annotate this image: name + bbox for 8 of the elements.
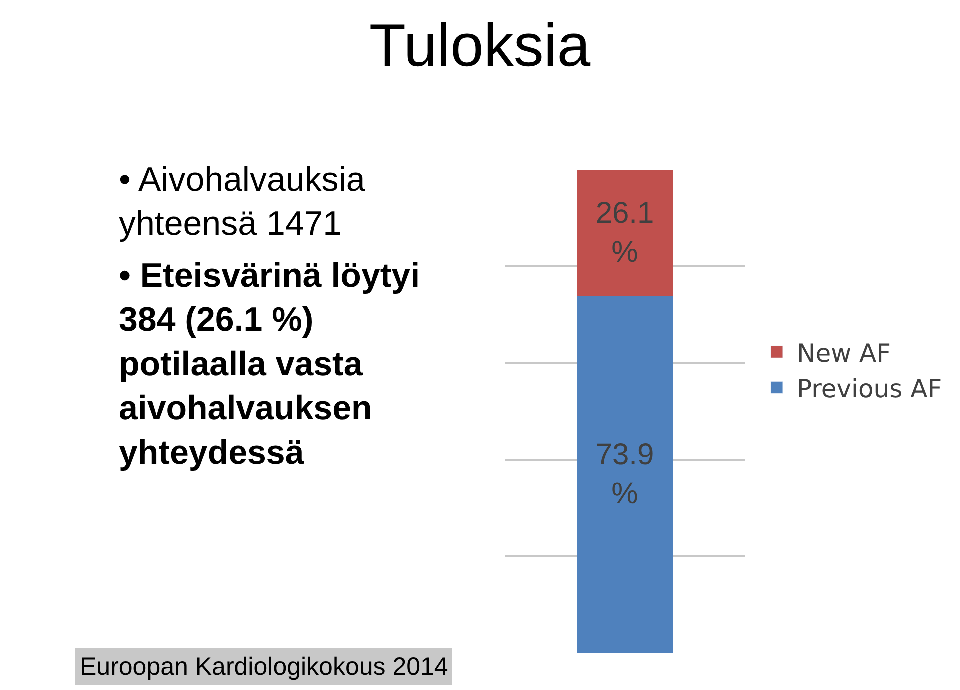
text: • Eteisvärinä löytyi 384 (26.1 %) potilaalla vasta aivohalvauksen yhteydessä — [119, 257, 420, 472]
legend-label: Previous AF — [797, 374, 942, 404]
text: Euroopan Kardiologikokous 2014 — [80, 653, 448, 681]
data-label: 26.1 % — [596, 197, 654, 270]
legend-label: New AF — [797, 338, 891, 368]
text: • Aivohalvauksia yhteensä 1471 — [119, 161, 366, 244]
data-label: 73.9 % — [596, 438, 654, 511]
chart-title: Tuloksia — [369, 12, 592, 80]
